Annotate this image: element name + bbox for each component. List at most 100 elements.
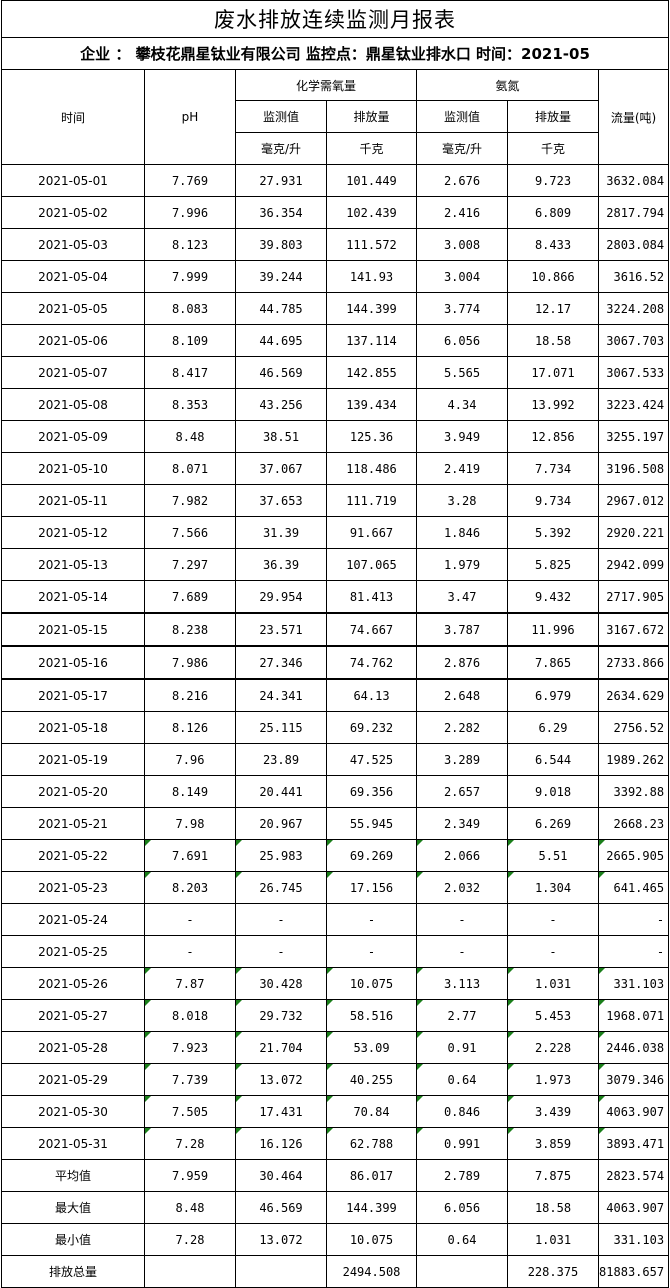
flow-cell: 3223.424 [597, 388, 670, 421]
ph-cell: 7.982 [144, 484, 236, 517]
table-row: 2021-05-17 8.216 24.341 64.13 2.648 6.979 2634… [1, 678, 670, 712]
cod-measured-cell: 39.803 [235, 228, 327, 261]
date-cell: 2021-05-02 [1, 196, 145, 229]
date-cell: 2021-05-01 [1, 164, 145, 197]
cod-emission-cell: 40.255 [326, 1063, 417, 1096]
ph-cell: 7.691 [144, 839, 236, 872]
date-cell: 2021-05-05 [1, 292, 145, 325]
summary-cod-measured-cell [235, 1255, 327, 1288]
table-row: 2021-05-25- - - - - - [1, 935, 670, 968]
cod-emission-cell: 107.065 [326, 548, 417, 581]
nh-measured-cell: 1.979 [416, 548, 508, 581]
summary-row-max: 最大值 8.48 46.569 144.399 6.056 18.58 4063.907 [1, 1191, 670, 1224]
ph-cell: 8.48 [144, 420, 236, 453]
cod-emission-cell: 111.719 [326, 484, 417, 517]
cod-emission-cell: 69.356 [326, 775, 417, 808]
table-row: 2021-05-12 7.566 31.39 91.667 1.846 5.392 2920… [1, 516, 670, 549]
cod-measured-cell: 43.256 [235, 388, 327, 421]
table-row: 2021-05-06 8.109 44.695 137.114 6.056 18.58 30… [1, 324, 670, 357]
flow-cell: 1968.071 [597, 999, 670, 1032]
flow-cell: 3632.084 [597, 164, 670, 197]
nh-emission-cell: 5.453 [507, 999, 599, 1032]
nh-measured-cell: 2.416 [416, 196, 508, 229]
cod-emission-cell: 17.156 [326, 871, 417, 904]
table-row: 2021-05-21 7.98 20.967 55.945 2.349 6.269 2668… [1, 807, 670, 840]
date-cell: 2021-05-30 [1, 1095, 145, 1128]
flow-cell: 2634.629 [597, 678, 670, 712]
nh-emission-cell: 6.979 [507, 678, 599, 712]
cod-measured-cell: 25.115 [235, 711, 327, 744]
table-row: 2021-05-16 7.986 27.346 74.762 2.876 7.865 273… [1, 645, 670, 680]
summary-cod-emission-cell: 144.399 [326, 1191, 417, 1224]
summary-cod-emission-cell: 10.075 [326, 1223, 417, 1256]
cod-emission-cell: 91.667 [326, 516, 417, 549]
date-cell: 2021-05-19 [1, 743, 145, 776]
date-cell: 2021-05-20 [1, 775, 145, 808]
nh-measured-cell: 2.77 [416, 999, 508, 1032]
nh-measured-cell: 2.282 [416, 711, 508, 744]
summary-nh-measured-cell: 0.64 [416, 1223, 508, 1256]
date-cell: 2021-05-13 [1, 548, 145, 581]
cod-emission-cell: 69.269 [326, 839, 417, 872]
nh-emission-cell: 6.809 [507, 196, 599, 229]
nh-emission-cell: 9.432 [507, 580, 599, 614]
cod-measured-cell: - [235, 903, 327, 936]
table-row: 2021-05-19 7.96 23.89 47.525 3.289 6.544 1989.… [1, 743, 670, 776]
date-cell: 2021-05-31 [1, 1127, 145, 1160]
flow-cell: 331.103 [597, 967, 670, 1000]
summary-cod-emission-cell: 2494.508 [326, 1255, 417, 1288]
table-row: 2021-05-01 7.769 27.931 101.449 2.676 9.723 36… [1, 164, 670, 197]
date-cell: 2021-05-04 [1, 260, 145, 293]
nh-measured-cell: 5.565 [416, 356, 508, 389]
summary-ph-cell: 7.959 [144, 1159, 236, 1192]
date-cell: 2021-05-03 [1, 228, 145, 261]
ph-cell: 7.566 [144, 516, 236, 549]
date-cell: 2021-05-23 [1, 871, 145, 904]
nh-emission-cell: 10.866 [507, 260, 599, 293]
table-row: 2021-05-09 8.48 38.51 125.36 3.949 12.856 3255… [1, 420, 670, 453]
cod-measured-cell: 25.983 [235, 839, 327, 872]
summary-label: 排放总量 [1, 1255, 145, 1288]
ph-cell: 8.203 [144, 871, 236, 904]
cod-emission-cell: 64.13 [326, 678, 417, 712]
summary-flow-cell: 331.103 [597, 1223, 670, 1256]
table-row: 2021-05-28 7.923 21.704 53.09 0.91 2.228 2446.… [1, 1031, 670, 1064]
cod-emission-cell: - [326, 903, 417, 936]
header-nh-measured: 监测值 [416, 100, 508, 133]
nh-emission-cell: 5.392 [507, 516, 599, 549]
date-cell: 2021-05-25 [1, 935, 145, 968]
summary-cod-measured-cell: 30.464 [235, 1159, 327, 1192]
nh-measured-cell: - [416, 903, 508, 936]
nh-measured-cell: 2.419 [416, 452, 508, 485]
date-cell: 2021-05-24 [1, 903, 145, 936]
nh-emission-cell: 9.734 [507, 484, 599, 517]
cod-emission-cell: 141.93 [326, 260, 417, 293]
summary-flow-cell: 4063.907 [597, 1191, 670, 1224]
nh-emission-cell: 9.723 [507, 164, 599, 197]
cod-measured-cell: 44.695 [235, 324, 327, 357]
cod-measured-cell: 38.51 [235, 420, 327, 453]
cod-measured-cell: 17.431 [235, 1095, 327, 1128]
summary-nh-emission-cell: 1.031 [507, 1223, 599, 1256]
nh-emission-cell: 5.825 [507, 548, 599, 581]
nh-measured-cell: 2.876 [416, 645, 508, 680]
header-cod-unit-kg: 千克 [326, 132, 417, 165]
nh-emission-cell: 3.439 [507, 1095, 599, 1128]
summary-row-min: 最小值 7.28 13.072 10.075 0.64 1.031 331.103 [1, 1223, 670, 1256]
cod-measured-cell: 21.704 [235, 1031, 327, 1064]
table-row: 2021-05-18 8.126 25.115 69.232 2.282 6.29 2756… [1, 711, 670, 744]
cod-emission-cell: 101.449 [326, 164, 417, 197]
cod-emission-cell: 74.762 [326, 645, 417, 680]
cod-measured-cell: 44.785 [235, 292, 327, 325]
flow-cell: 2446.038 [597, 1031, 670, 1064]
flow-cell: 2668.23 [597, 807, 670, 840]
date-cell: 2021-05-11 [1, 484, 145, 517]
cod-emission-cell: 47.525 [326, 743, 417, 776]
nh-emission-cell: 7.865 [507, 645, 599, 680]
cod-measured-cell: 27.346 [235, 645, 327, 680]
flow-cell: 2942.099 [597, 548, 670, 581]
table-row: 2021-05-26 7.87 30.428 10.075 3.113 1.031 331.… [1, 967, 670, 1000]
nh-emission-cell: 6.269 [507, 807, 599, 840]
summary-row-avg: 平均值 7.959 30.464 86.017 2.789 7.875 2823.574 [1, 1159, 670, 1192]
flow-cell: 2717.905 [597, 580, 670, 614]
